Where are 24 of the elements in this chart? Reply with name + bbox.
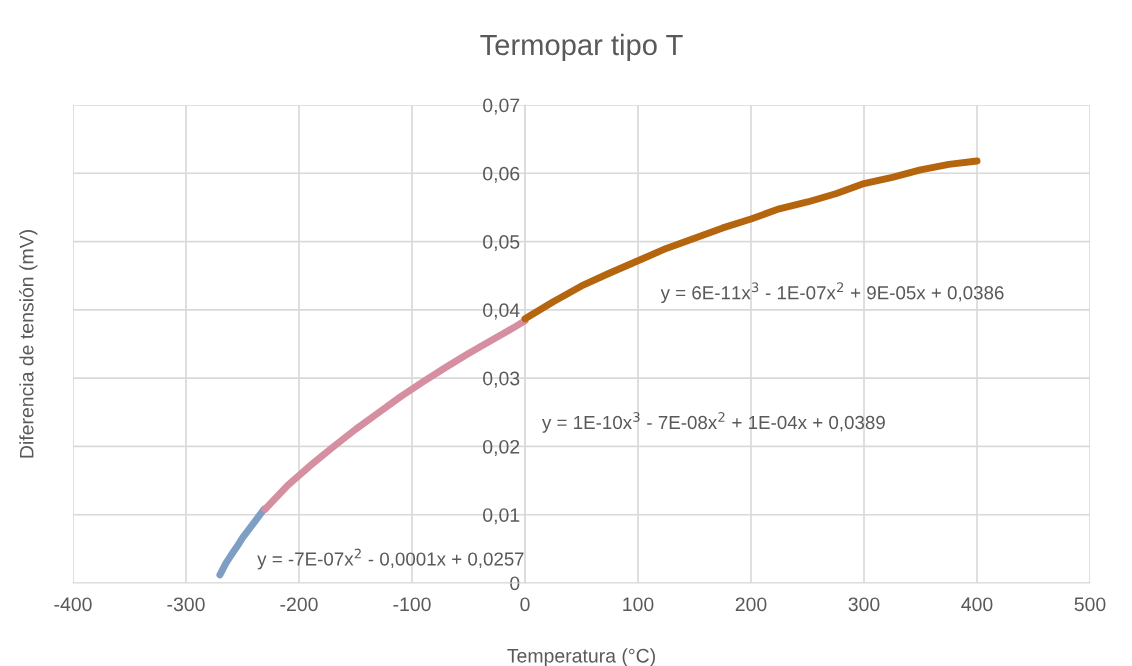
y-tick-label: 0,03: [483, 371, 520, 388]
annotation: y = 1E-10x$^{3}$ - 7E-08x$^{2}$ + 1E-04x + 0,0389: [542, 412, 885, 433]
y-axis-title: Diferencia de tensión (mV): [19, 230, 38, 458]
x-tick-label: -300: [167, 597, 205, 612]
x-tick-label: 200: [735, 597, 767, 612]
x-tick-label: -100: [393, 597, 431, 612]
x-tick-label: 0: [520, 597, 530, 612]
y-tick-label: 0,05: [483, 235, 520, 252]
y-tick-label: 0,02: [483, 439, 520, 456]
x-tick-label: -400: [54, 597, 92, 612]
y-tick-label: 0,01: [483, 508, 520, 525]
chart-title: Termopar tipo T: [480, 33, 683, 62]
x-tick-label: -200: [280, 597, 318, 612]
x-tick-label: 400: [961, 597, 993, 612]
y-tick-label: 0: [510, 576, 520, 591]
y-tick-label: 0,04: [483, 303, 520, 320]
x-tick-label: 300: [848, 597, 880, 612]
x-tick-label: 500: [1074, 597, 1106, 612]
annotation: y = 6E-11x$^{3}$ - 1E-07x$^{2}$ + 9E-05x + 0,0386: [660, 282, 1004, 304]
y-tick-label: 0,07: [483, 98, 520, 115]
x-axis-title: Temperatura (°C): [507, 648, 655, 666]
x-tick-label: 100: [623, 597, 654, 612]
y-tick-label: 0,06: [483, 166, 520, 183]
annotation: y = -7E-07x$^{2}$ - 0,0001x + 0,0257: [257, 548, 524, 570]
